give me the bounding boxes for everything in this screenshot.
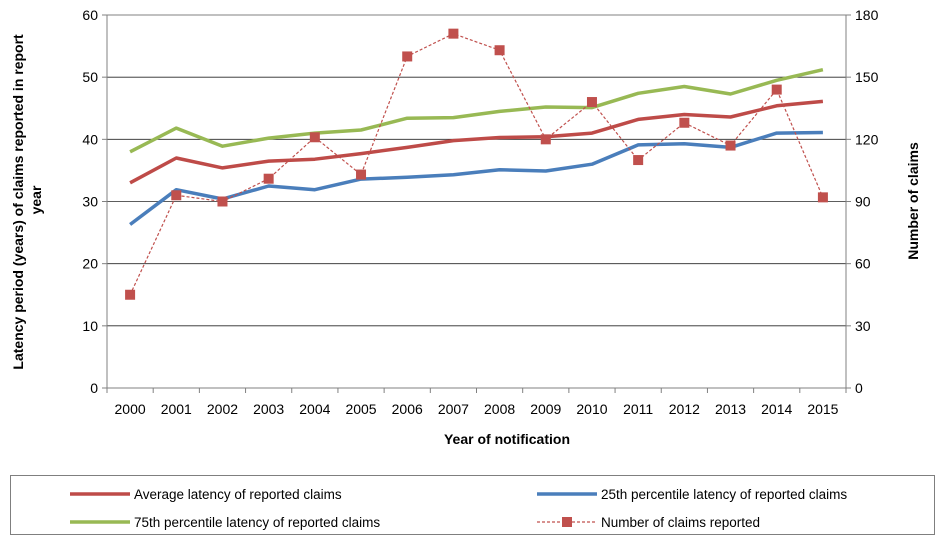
x-tick-label: 2009 (530, 401, 561, 417)
x-tick-label: 2007 (438, 401, 469, 417)
data-point (679, 117, 690, 128)
right-tick-label: 30 (855, 318, 871, 334)
x-tick-label: 2004 (299, 401, 330, 417)
series-line-75th-percentile-latency-of-reported-claims (129, 67, 824, 154)
data-point (217, 196, 228, 207)
legend-item: 75th percentile latency of reported clai… (69, 512, 380, 532)
left-tick-label: 30 (82, 194, 98, 210)
data-point (402, 51, 413, 62)
data-point (817, 192, 828, 203)
left-tick-label: 20 (82, 256, 98, 272)
x-tick-label: 2015 (807, 401, 838, 417)
x-tick-label: 2013 (715, 401, 746, 417)
left-tick-label: 60 (82, 7, 98, 23)
left-axis-title-line-2: year (28, 185, 44, 214)
left-tick-label: 10 (82, 318, 98, 334)
data-point (448, 28, 459, 39)
right-tick-label: 180 (855, 7, 879, 23)
x-tick-label: 2010 (576, 401, 607, 417)
left-axis-title-line-1: Latency period (years) of claims reporte… (10, 34, 26, 370)
right-axis-ticks: 0 30 60 90 120 150 180 (846, 7, 879, 396)
legend-item: 25th percentile latency of reported clai… (536, 484, 847, 504)
x-tick-label: 2011 (623, 401, 653, 417)
data-point (633, 155, 644, 166)
legend-item: Average latency of reported claims (69, 484, 342, 504)
left-axis-title: Latency period (years) of claims reporte… (10, 30, 44, 369)
right-tick-label: 120 (855, 131, 879, 147)
data-point (263, 173, 274, 184)
legend-swatch-25th-percentile (537, 492, 597, 496)
legend-swatch-average-latency (70, 492, 130, 496)
data-point (494, 45, 505, 56)
right-tick-label: 0 (855, 380, 863, 396)
series-line-average-latency-of-reported-claims (129, 99, 824, 185)
series-line-number-of-claims-reported (129, 33, 824, 296)
series-line-25th-percentile-latency-of-reported-claims (129, 130, 823, 226)
x-tick-label: 2008 (484, 401, 515, 417)
legend-label: Number of claims reported (601, 514, 761, 530)
left-axis-ticks: 0 10 20 30 40 50 60 (82, 7, 107, 396)
x-axis-title: Year of notification (444, 431, 570, 447)
right-tick-label: 150 (855, 69, 879, 85)
x-tick-label: 2012 (669, 401, 700, 417)
legend-label: Average latency of reported claims (134, 486, 342, 502)
left-tick-label: 50 (82, 69, 98, 85)
gridlines (107, 76, 846, 327)
left-tick-label: 0 (90, 380, 98, 396)
data-point (540, 134, 551, 145)
series-layer (125, 28, 828, 300)
x-tick-label: 2000 (115, 401, 146, 417)
right-axis-title: Number of claims (905, 142, 921, 260)
data-point (771, 84, 782, 95)
data-point (171, 190, 182, 201)
x-tick-label: 2005 (345, 401, 376, 417)
data-point (356, 169, 367, 180)
right-tick-label: 90 (855, 194, 871, 210)
right-tick-label: 60 (855, 256, 871, 272)
x-tick-label: 2002 (207, 401, 238, 417)
legend-label: 25th percentile latency of reported clai… (601, 486, 848, 502)
data-point (586, 97, 597, 108)
x-axis-ticks: 2000 2001 2002 2003 2004 2005 2006 2007 2008 2009… (106, 388, 847, 417)
left-tick-label: 40 (82, 131, 98, 147)
legend-swatch-number-of-claims (537, 517, 597, 527)
data-point (309, 132, 320, 143)
x-tick-label: 2001 (161, 401, 192, 417)
x-tick-label: 2006 (392, 401, 423, 417)
data-point (725, 140, 736, 151)
legend: Average latency of reported claims 25th … (10, 475, 935, 535)
legend-item: Number of claims reported (536, 512, 760, 532)
legend-label: 75th percentile latency of reported clai… (134, 514, 381, 530)
x-tick-label: 2014 (761, 401, 792, 417)
x-tick-label: 2003 (253, 401, 284, 417)
data-point (125, 289, 136, 300)
legend-swatch-75th-percentile (70, 520, 130, 524)
